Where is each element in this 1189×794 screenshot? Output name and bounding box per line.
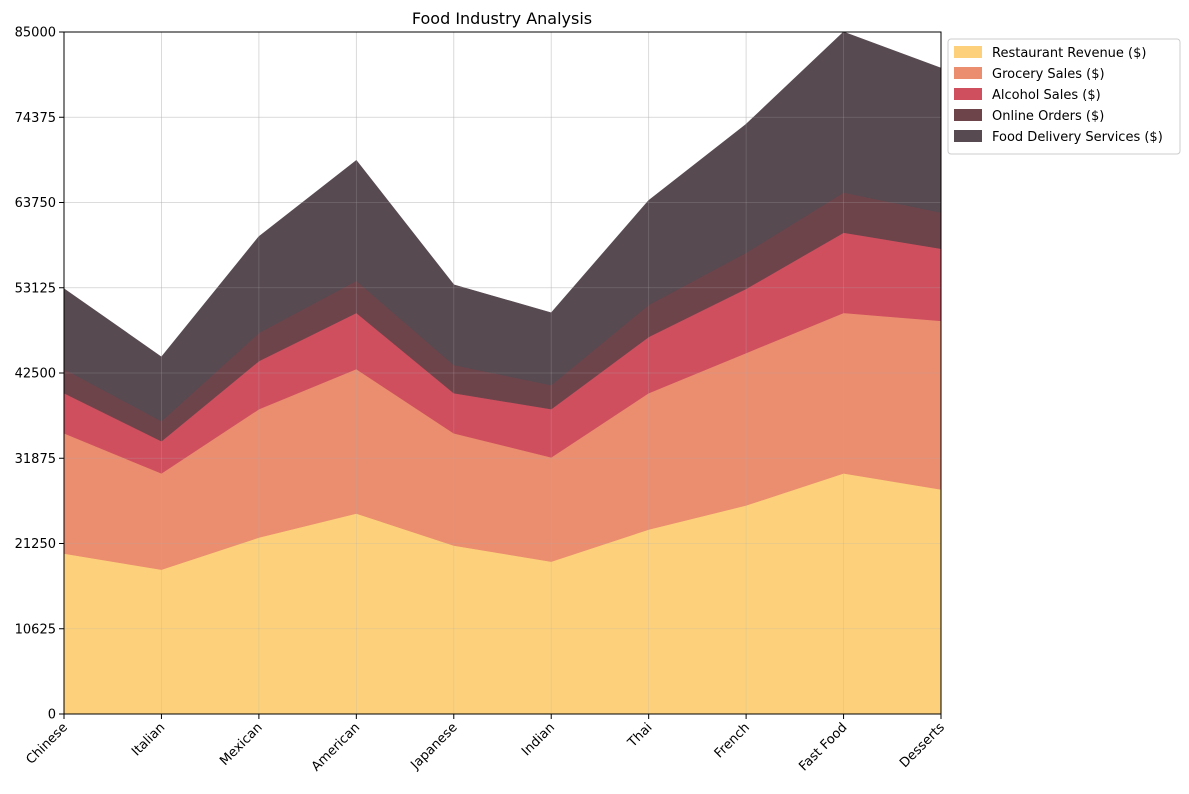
y-tick-label: 85000 bbox=[15, 26, 56, 41]
x-tick-label: Desserts bbox=[897, 720, 948, 771]
chart-title: Food Industry Analysis bbox=[412, 9, 592, 28]
legend: Restaurant Revenue ($) Grocery Sales ($) A… bbox=[947, 38, 1181, 155]
y-tick-label: 42500 bbox=[15, 367, 56, 382]
legend-label: Restaurant Revenue ($) bbox=[992, 46, 1146, 61]
x-tick-label: Mexican bbox=[217, 720, 266, 769]
y-tick-label: 31875 bbox=[15, 452, 56, 467]
legend-label: Grocery Sales ($) bbox=[992, 67, 1105, 82]
legend-label: Alcohol Sales ($) bbox=[992, 88, 1101, 103]
y-tick-label: 21250 bbox=[15, 537, 56, 552]
x-tick-label: French bbox=[712, 720, 753, 761]
legend-label: Online Orders ($) bbox=[992, 109, 1104, 124]
y-tick-label: 74375 bbox=[15, 111, 56, 126]
x-tick-label: Thai bbox=[625, 720, 656, 751]
legend-swatch bbox=[954, 130, 982, 142]
y-tick-label: 0 bbox=[48, 708, 56, 723]
x-tick-label: Japanese bbox=[408, 720, 461, 773]
legend-label: Food Delivery Services ($) bbox=[992, 130, 1163, 145]
legend-swatch bbox=[954, 67, 982, 79]
legend-swatch bbox=[954, 46, 982, 58]
y-tick-label: 10625 bbox=[15, 622, 56, 637]
area-series bbox=[63, 31, 942, 715]
x-tick-label: Chinese bbox=[23, 720, 70, 767]
legend-swatch bbox=[954, 109, 982, 121]
x-tick-label: Fast Food bbox=[796, 720, 850, 774]
y-tick-label: 53125 bbox=[15, 281, 56, 296]
x-tick-label: Italian bbox=[129, 720, 168, 759]
x-tick-label: American bbox=[309, 720, 363, 774]
legend-swatch bbox=[954, 88, 982, 100]
y-tick-label: 63750 bbox=[15, 196, 56, 211]
x-tick-label: Indian bbox=[519, 720, 558, 759]
legend-frame bbox=[947, 38, 1181, 155]
